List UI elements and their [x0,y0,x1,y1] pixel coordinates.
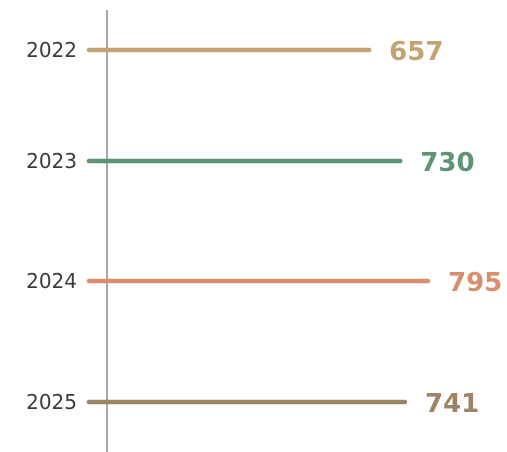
value-label: 741 [425,389,479,419]
category-label: 2023 [26,149,77,173]
category-label: 2024 [26,269,77,293]
chart-marks: 2022 657 2023 730 2024 795 2025 741 [26,37,502,419]
value-label: 795 [448,268,502,298]
value-label: 657 [389,37,443,67]
value-label: 730 [420,148,474,178]
category-label: 2025 [26,390,77,414]
category-label: 2022 [26,38,77,62]
